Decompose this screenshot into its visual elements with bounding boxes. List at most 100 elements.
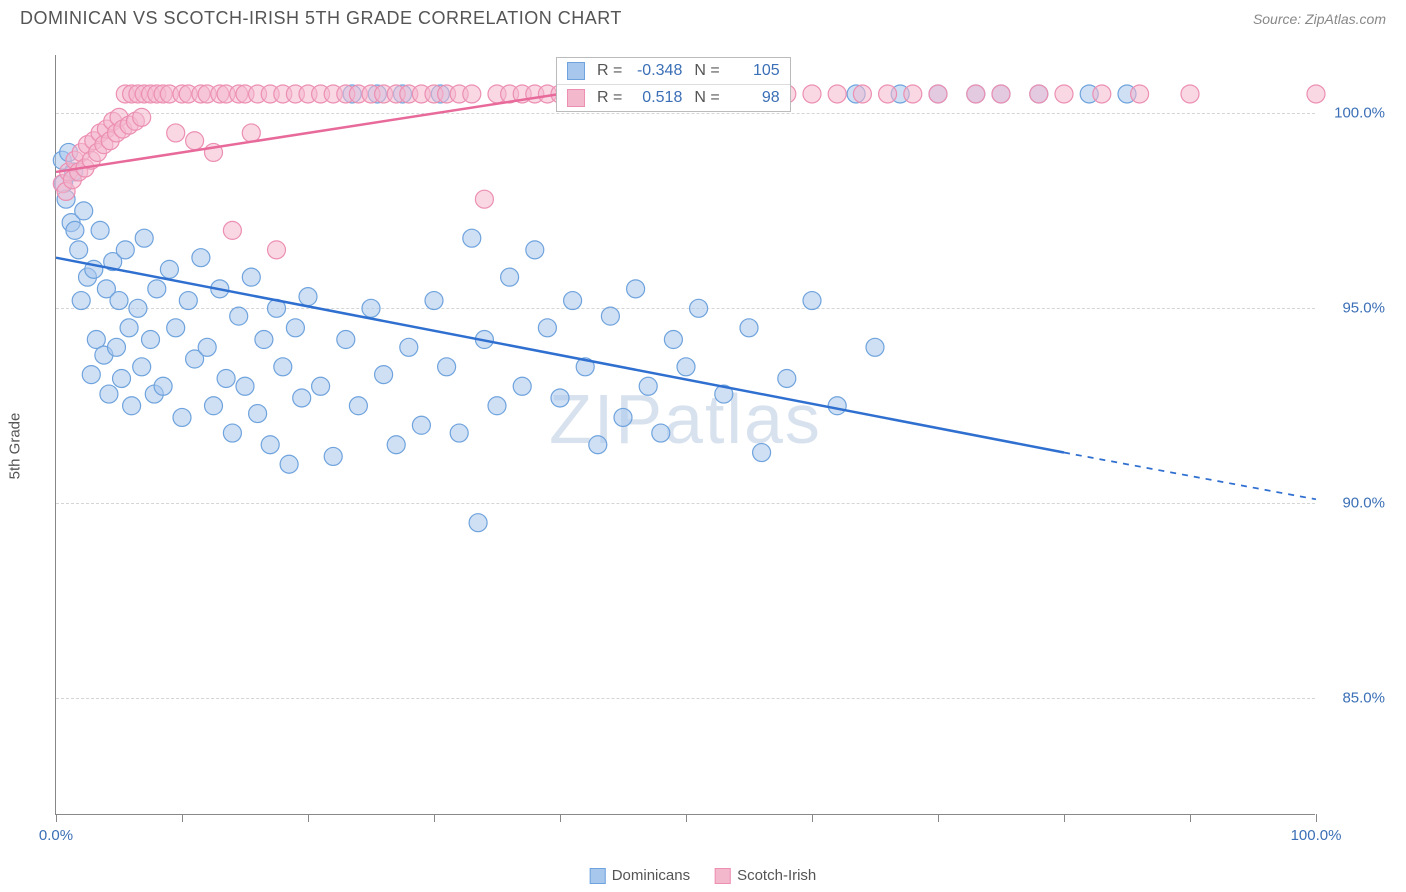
data-point <box>967 85 985 103</box>
data-point <box>299 288 317 306</box>
data-point <box>853 85 871 103</box>
x-tick <box>308 814 309 822</box>
data-point <box>120 319 138 337</box>
data-point <box>142 331 160 349</box>
data-point <box>349 397 367 415</box>
x-tick <box>56 814 57 822</box>
data-point <box>293 389 311 407</box>
x-tick <box>1064 814 1065 822</box>
data-point <box>652 424 670 442</box>
stats-r-label: R = <box>597 62 622 80</box>
data-point <box>513 377 531 395</box>
data-point <box>387 436 405 454</box>
data-point <box>1181 85 1199 103</box>
data-point <box>107 338 125 356</box>
data-point <box>753 444 771 462</box>
data-point <box>192 249 210 267</box>
data-point <box>664 331 682 349</box>
data-point <box>904 85 922 103</box>
data-point <box>1093 85 1111 103</box>
x-tick-label: 0.0% <box>39 827 73 844</box>
data-point <box>133 108 151 126</box>
data-point <box>286 319 304 337</box>
data-point <box>828 397 846 415</box>
legend-item: Scotch-Irish <box>715 867 816 884</box>
stats-n-label: N = <box>694 62 719 80</box>
data-point <box>66 221 84 239</box>
data-point <box>463 229 481 247</box>
data-point <box>133 358 151 376</box>
data-point <box>91 221 109 239</box>
x-tick <box>812 814 813 822</box>
stats-n-value: 98 <box>728 89 780 107</box>
data-point <box>438 358 456 376</box>
data-point <box>129 299 147 317</box>
legend-item: Dominicans <box>590 867 690 884</box>
data-point <box>268 241 286 259</box>
data-point <box>261 436 279 454</box>
data-point <box>100 385 118 403</box>
stats-swatch <box>567 89 585 107</box>
data-point <box>362 299 380 317</box>
data-point <box>167 319 185 337</box>
data-point <box>803 85 821 103</box>
data-point <box>255 331 273 349</box>
data-point <box>110 292 128 310</box>
stats-row: R =0.518N =98 <box>557 84 790 111</box>
data-point <box>75 202 93 220</box>
data-point <box>639 377 657 395</box>
data-point <box>135 229 153 247</box>
data-point <box>280 455 298 473</box>
data-point <box>116 241 134 259</box>
y-axis-label: 5th Grade <box>7 413 24 480</box>
data-point <box>242 124 260 142</box>
data-point <box>400 338 418 356</box>
data-point <box>469 514 487 532</box>
stats-box: R =-0.348N =105R =0.518N =98 <box>556 57 791 112</box>
legend-label: Scotch-Irish <box>737 867 816 884</box>
data-point <box>589 436 607 454</box>
data-point <box>1307 85 1325 103</box>
data-point <box>690 299 708 317</box>
stats-n-label: N = <box>694 89 719 107</box>
stats-r-value: -0.348 <box>630 62 682 80</box>
data-point <box>82 366 100 384</box>
data-point <box>1055 85 1073 103</box>
data-point <box>866 338 884 356</box>
data-point <box>488 397 506 415</box>
data-point <box>113 369 131 387</box>
chart-title: DOMINICAN VS SCOTCH-IRISH 5TH GRADE CORR… <box>20 8 622 29</box>
data-point <box>274 358 292 376</box>
x-tick <box>182 814 183 822</box>
data-point <box>627 280 645 298</box>
chart-plot-area: ZIPatlas 85.0%90.0%95.0%100.0% 0.0%100.0… <box>55 55 1315 815</box>
data-point <box>223 221 241 239</box>
data-point <box>1030 85 1048 103</box>
data-point <box>551 389 569 407</box>
data-point <box>173 408 191 426</box>
data-point <box>375 366 393 384</box>
data-point <box>526 241 544 259</box>
scatter-plot-svg <box>56 55 1315 814</box>
data-point <box>1131 85 1149 103</box>
x-tick-label: 100.0% <box>1291 827 1342 844</box>
data-point <box>324 447 342 465</box>
data-point <box>992 85 1010 103</box>
data-point <box>154 377 172 395</box>
data-point <box>205 397 223 415</box>
data-point <box>538 319 556 337</box>
y-tick-label: 85.0% <box>1325 690 1385 707</box>
data-point <box>475 190 493 208</box>
data-point <box>803 292 821 310</box>
x-tick <box>560 814 561 822</box>
x-tick <box>686 814 687 822</box>
y-tick-label: 100.0% <box>1325 105 1385 122</box>
data-point <box>217 369 235 387</box>
data-point <box>463 85 481 103</box>
header: DOMINICAN VS SCOTCH-IRISH 5TH GRADE CORR… <box>0 0 1406 33</box>
stats-n-value: 105 <box>728 62 780 80</box>
data-point <box>425 292 443 310</box>
data-point <box>450 424 468 442</box>
stats-r-label: R = <box>597 89 622 107</box>
x-tick <box>434 814 435 822</box>
